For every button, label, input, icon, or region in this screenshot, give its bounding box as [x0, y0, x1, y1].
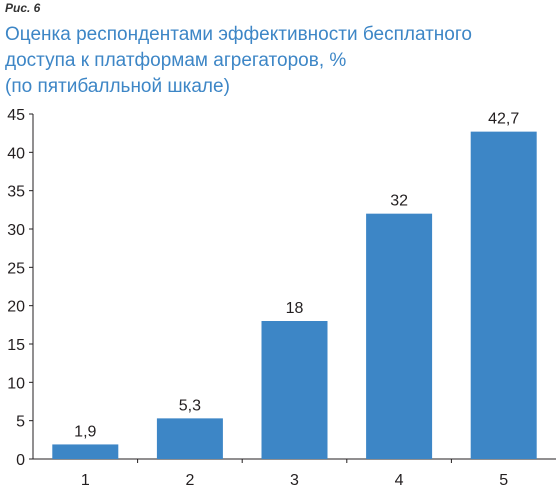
data-label: 5,3 [179, 397, 201, 414]
chart-title-line-3: (по пятибалльной шкале) [5, 76, 230, 97]
chart-title: Оценка респондентами эффективности беспл… [5, 22, 550, 100]
y-tick-label: 20 [7, 299, 25, 316]
y-tick-label: 45 [7, 107, 25, 124]
bar [52, 444, 119, 459]
y-tick-label: 40 [7, 145, 25, 162]
y-tick-label: 15 [7, 337, 25, 354]
bar [366, 213, 433, 459]
data-label: 1,9 [74, 423, 96, 440]
figure-label: Рис. 6 [5, 1, 41, 15]
chart-title-line-1: Оценка респондентами эффективности беспл… [5, 24, 472, 45]
y-tick-label: 10 [7, 375, 25, 392]
y-tick-label: 25 [7, 260, 25, 277]
data-label: 32 [390, 193, 408, 210]
chart-title-line-2: доступа к платформам агрегаторов, % [5, 50, 347, 71]
y-tick-label: 0 [16, 452, 25, 469]
x-tick-label: 2 [185, 472, 194, 489]
data-label: 18 [286, 300, 304, 317]
y-tick-label: 30 [7, 222, 25, 239]
bar [470, 131, 537, 459]
bar [156, 418, 223, 459]
x-tick-label: 3 [290, 472, 299, 489]
y-tick-label: 35 [7, 184, 25, 201]
x-tick-label: 1 [81, 472, 90, 489]
data-label: 42,7 [488, 111, 519, 128]
bar [261, 321, 328, 459]
x-tick-label: 4 [395, 472, 404, 489]
x-tick-label: 5 [499, 472, 508, 489]
y-tick-label: 5 [16, 414, 25, 431]
